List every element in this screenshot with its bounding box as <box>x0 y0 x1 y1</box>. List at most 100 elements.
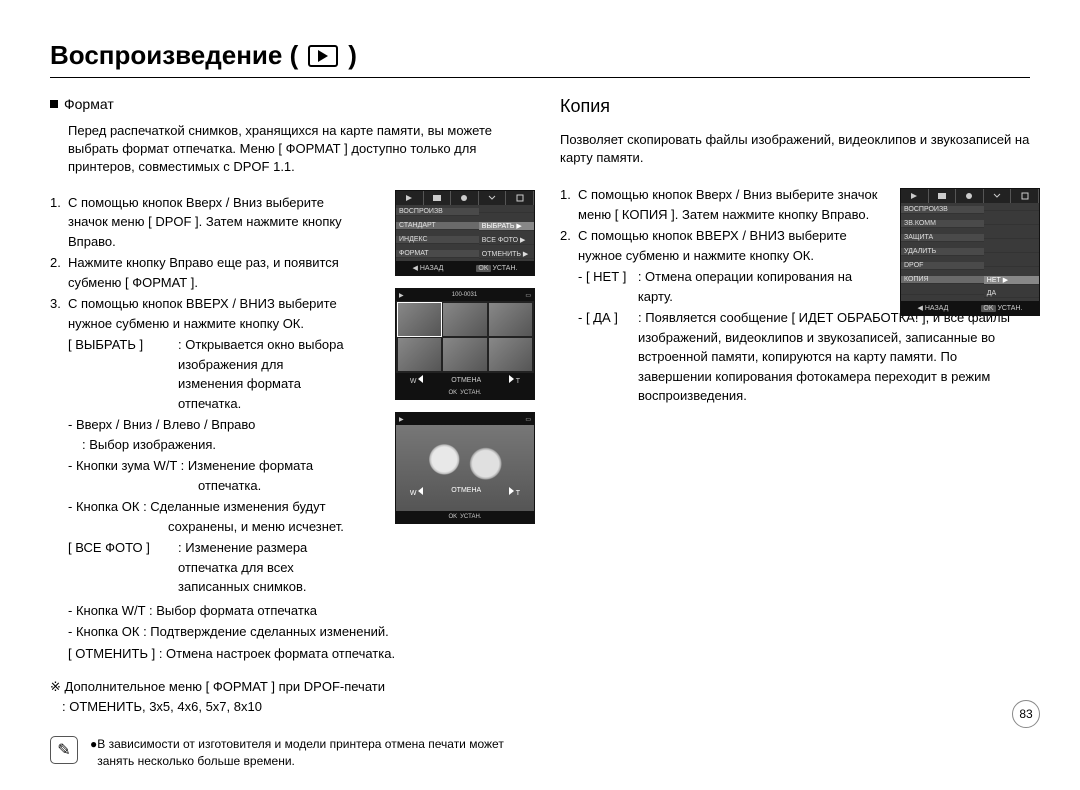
step-num: 2. <box>560 226 578 265</box>
lcd-row: УДАЛИТЬ <box>901 245 1039 259</box>
tab-icon <box>506 191 534 205</box>
lcd-cell-right: НЕТ ▶ <box>984 276 1039 285</box>
lcd-cell-right: ВСЕ ФОТО ▶ <box>479 236 534 245</box>
nav-label: - Вверх / Вниз / Влево / Вправо <box>68 415 350 435</box>
t-label: T <box>516 378 520 385</box>
left-arrow-icon <box>418 487 423 495</box>
tab-icon <box>901 189 929 203</box>
lcd-row: ВОСПРОИЗВ <box>901 203 1039 217</box>
bullet-dot-icon: ● <box>90 736 97 770</box>
no-label: - [ НЕТ ] <box>578 267 638 306</box>
right-arrow-icon <box>509 487 514 495</box>
lcd-row: ИНДЕКСВСЕ ФОТО ▶ <box>396 233 534 247</box>
w-label: W <box>410 490 417 497</box>
tab-icon <box>929 189 957 203</box>
zoom-desc: отпечатка. <box>198 476 350 496</box>
size-icon: ▭ <box>525 292 531 299</box>
set-label: УСТАН. <box>460 390 481 396</box>
play-icon <box>308 45 338 67</box>
page-title-pre: Воспроизведение ( <box>50 40 298 71</box>
note-row: ✎ ● В зависимости от изготовителя и моде… <box>50 736 530 770</box>
yes-label: - [ ДА ] <box>578 308 638 406</box>
lcd-cell-left: УДАЛИТЬ <box>901 248 984 256</box>
lcd-cell-right <box>984 266 1039 267</box>
step-2: 2. Нажмите кнопку Вправо еще раз, и появ… <box>50 253 350 292</box>
lcd-thumbnails: ▶ 100-0031 ▭ W ОТМЕНА T OK УСТАН. <box>395 288 535 400</box>
left-steps-wide: - Кнопка W/T : Выбор формата отпечатка -… <box>50 601 530 717</box>
lcd-cell-left: ФОРМАТ <box>396 250 479 258</box>
t-label: T <box>516 490 520 497</box>
square-bullet-icon <box>50 100 58 108</box>
lcd-topbar: ▶ ▭ <box>396 413 534 425</box>
nav-desc: : Выбор изображения. <box>82 435 350 455</box>
yes-option: ДА <box>984 290 1039 298</box>
photo-overlay: W ОТМЕНА T <box>396 487 534 497</box>
no-item: - [ НЕТ ] : Отмена операции копирования … <box>578 267 890 306</box>
page-title-post: ) <box>348 40 357 71</box>
lcd-footer2: OK УСТАН. <box>396 511 534 523</box>
lcd-row: ФОРМАТОТМЕНИТЬ ▶ <box>396 247 534 261</box>
note-content: В зависимости от изготовителя и модели п… <box>97 736 530 770</box>
play-icon: ▶ <box>399 292 404 299</box>
step-text: Нажмите кнопку Вправо еще раз, и появитс… <box>68 253 350 292</box>
note-icon: ✎ <box>50 736 78 764</box>
lcd-cell-left: ЗАЩИТА <box>901 234 984 242</box>
step-text: С помощью кнопок ВВЕРХ / ВНИЗ выберите н… <box>68 294 350 333</box>
lcd-row: ЗВ.КОММ <box>901 217 1039 231</box>
cancel-item: [ ОТМЕНИТЬ ] : Отмена настроек формата о… <box>68 644 530 664</box>
lcd-cell-left: ВОСПРОИЗВ <box>396 208 479 216</box>
no-desc: : Отмена операции копирования на карту. <box>638 267 890 306</box>
w-label: W <box>410 378 417 385</box>
photo-area: W ОТМЕНА T <box>396 425 534 511</box>
lcd-tabs <box>396 191 534 205</box>
set-label: УСТАН. <box>492 265 517 272</box>
subhead-row: Формат <box>50 96 530 112</box>
lcd-cell-right <box>984 238 1039 239</box>
lcd-row: ЗАЩИТА <box>901 231 1039 245</box>
step-text: С помощью кнопок Вверх / Вниз выберите з… <box>578 185 890 224</box>
title-row: Воспроизведение ( ) <box>50 40 1030 71</box>
thumb <box>398 303 441 336</box>
lcd-cell-left: ЗВ.КОММ <box>901 220 984 228</box>
thumb <box>398 338 441 371</box>
ok-box: OK <box>981 305 995 312</box>
step-num: 1. <box>560 185 578 224</box>
select-label: [ ВЫБРАТЬ ] <box>68 335 178 413</box>
page-number: 83 <box>1012 700 1040 728</box>
page: Воспроизведение ( ) Формат Перед распеча… <box>0 0 1080 790</box>
step-num: 3. <box>50 294 68 333</box>
step-1: 1. С помощью кнопок Вверх / Вниз выберит… <box>50 193 350 252</box>
step-text: С помощью кнопок ВВЕРХ / ВНИЗ выберите н… <box>578 226 890 265</box>
right-arrow-icon <box>509 375 514 383</box>
lcd-photo: ▶ ▭ W ОТМЕНА T OK УСТАН. <box>395 412 535 524</box>
lcd-cell-right <box>479 212 534 213</box>
lcd-footer: W ОТМЕНА T <box>396 373 534 387</box>
back-label: ◀ НАЗАД <box>413 264 444 272</box>
extra-vals: : ОТМЕНИТЬ, 3x5, 4x6, 5x7, 8x10 <box>62 697 530 717</box>
extra-pre: ※ Дополнительное меню [ ФОРМАТ ] при DPO… <box>50 677 530 697</box>
r-step-2: 2. С помощью кнопок ВВЕРХ / ВНИЗ выберит… <box>560 226 890 265</box>
nav-item: - Вверх / Вниз / Влево / Вправо : Выбор … <box>68 415 350 454</box>
lcd-menu-copy: ВОСПРОИЗВЗВ.КОММЗАЩИТАУДАЛИТЬDPOFКОПИЯНЕ… <box>900 188 1040 316</box>
lcd-cell-right <box>984 224 1039 225</box>
lcd-cell-right: ОТМЕНИТЬ ▶ <box>479 250 534 259</box>
back-label: ◀ НАЗАД <box>918 304 949 312</box>
ok-box: OK <box>476 265 490 272</box>
thumb <box>443 303 486 336</box>
note-text: ● В зависимости от изготовителя и модели… <box>90 736 530 770</box>
lcd-cell-left: КОПИЯ <box>901 276 984 284</box>
right-steps: 1. С помощью кнопок Вверх / Вниз выберит… <box>560 185 890 306</box>
lcd-cell-left: ВОСПРОИЗВ <box>901 206 984 214</box>
r-step-1: 1. С помощью кнопок Вверх / Вниз выберит… <box>560 185 890 224</box>
tab-icon <box>396 191 424 205</box>
step-num: 1. <box>50 193 68 252</box>
select-desc: : Открывается окно выбора изображения дл… <box>178 335 350 413</box>
all-item: [ ВСЕ ФОТО ] : Изменение размера отпечат… <box>68 538 350 597</box>
set-label: УСТАН. <box>997 305 1022 312</box>
left-subhead: Формат <box>64 96 114 112</box>
step-num: 2. <box>50 253 68 292</box>
tab-icon <box>956 189 984 203</box>
lcd-cell-right: ВЫБРАТЬ ▶ <box>479 222 534 231</box>
lcd-footer: ◀ НАЗАД OK УСТАН. <box>901 301 1039 315</box>
zoom-item: - Кнопки зума W/T : Изменение формата от… <box>68 456 350 495</box>
